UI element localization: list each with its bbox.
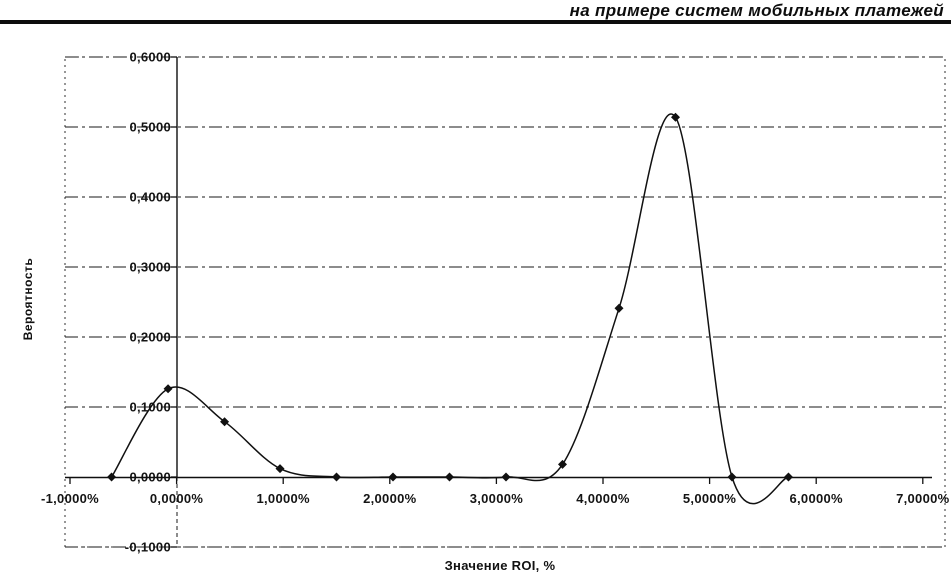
y-tick-label: 0,3000 <box>129 260 171 275</box>
x-tick-label: -1,0000% <box>41 491 99 506</box>
y-axis-title: Вероятность <box>21 257 35 341</box>
x-tick-label: 5,0000% <box>683 491 737 506</box>
y-tick-label: 0,6000 <box>129 50 171 65</box>
data-point-marker <box>614 303 624 313</box>
x-tick-label: 0,0000% <box>150 491 204 506</box>
y-tick-label: -0,1000 <box>125 540 171 555</box>
header-rule <box>0 20 951 24</box>
data-point-marker <box>783 472 793 482</box>
series-line <box>110 113 789 505</box>
y-tick-label: 0,2000 <box>129 330 171 345</box>
data-point-marker <box>220 417 230 427</box>
data-point-marker <box>275 464 285 474</box>
data-point-marker <box>388 472 398 482</box>
data-point-marker <box>332 472 341 482</box>
data-point-marker <box>163 384 173 394</box>
page-header-title: на примере систем мобильных платежей <box>569 1 944 20</box>
x-axis-title: Значение ROI, % <box>444 558 556 573</box>
x-tick-label: 7,0000% <box>896 491 950 506</box>
x-tick-label: 2,0000% <box>363 491 417 506</box>
y-tick-label: 0,5000 <box>129 120 171 135</box>
data-point-marker <box>557 459 567 469</box>
y-tick-label: 0,4000 <box>129 190 171 205</box>
x-tick-label: 6,0000% <box>789 491 843 506</box>
data-point-marker <box>107 472 117 482</box>
x-tick-label: 1,0000% <box>256 491 310 506</box>
x-tick-label: 3,0000% <box>470 491 524 506</box>
data-point-marker <box>501 472 511 482</box>
data-point-marker <box>670 112 680 122</box>
data-point-marker <box>727 472 737 482</box>
x-tick-label: 4,0000% <box>576 491 630 506</box>
data-point-marker <box>444 472 454 482</box>
